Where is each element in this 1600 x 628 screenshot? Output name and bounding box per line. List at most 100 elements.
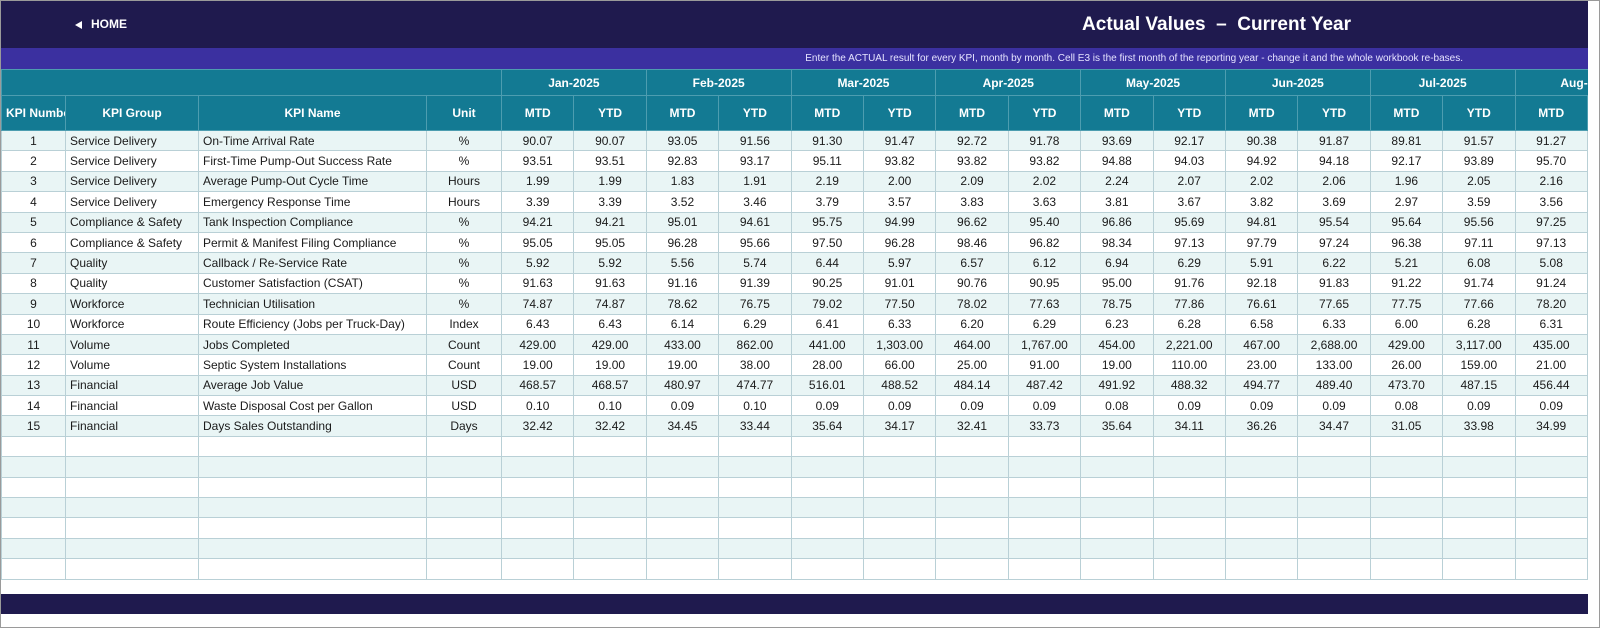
cell (198, 558, 427, 580)
cell (1297, 497, 1371, 519)
cell (1007, 517, 1082, 539)
cell: 95.00 (1080, 272, 1154, 295)
cell: 76.75 (718, 293, 792, 315)
cell: 38.00 (718, 354, 792, 376)
empty-row (1, 497, 1588, 519)
cell (1586, 497, 1588, 519)
cell (1586, 170, 1588, 193)
cell: 2.07 (1152, 170, 1226, 193)
cell: 484.14 (935, 374, 1009, 397)
cell: Compliance & Safety (65, 231, 199, 254)
cell: 5.56 (645, 252, 720, 274)
cell: 31.05 (1369, 415, 1444, 437)
cell: Service Delivery (65, 170, 199, 193)
cell: 93.89 (1442, 150, 1516, 172)
cell: 95.56 (1442, 211, 1516, 233)
cell (1586, 150, 1588, 172)
cell: 9 (1, 293, 66, 315)
cell: 93.82 (1007, 150, 1082, 172)
cell (935, 476, 1009, 499)
cell: Technician Utilisation (198, 293, 427, 315)
cell: 2.02 (1007, 170, 1082, 193)
cell (1152, 537, 1226, 560)
cell: Permit & Manifest Filing Compliance (198, 231, 427, 254)
cell: 441.00 (790, 333, 864, 356)
cell: 76.61 (1224, 293, 1299, 315)
cell (198, 456, 427, 478)
cell: Service Delivery (65, 191, 199, 213)
cell: 6.29 (718, 313, 792, 335)
cell (426, 456, 502, 478)
cell: 91.30 (790, 129, 864, 152)
cell: 95.05 (500, 231, 575, 254)
cell: 0.08 (1080, 395, 1154, 417)
data-row: 11 Volume Jobs Completed Count 429.00 429.00 4… (1, 333, 1588, 356)
month-header: May-2025 (1080, 69, 1226, 96)
home-arrow[interactable] (75, 21, 82, 29)
cell (645, 558, 720, 580)
cell: 95.64 (1369, 211, 1444, 233)
cell: 94.81 (1224, 211, 1299, 233)
cell (573, 476, 647, 499)
cell: 1.99 (500, 170, 575, 193)
cell (935, 435, 1009, 458)
data-row: 8 Quality Customer Satisfaction (CSAT)% 91.… (1, 272, 1588, 295)
cell: Workforce (65, 313, 199, 335)
cell (1297, 435, 1371, 458)
cell (645, 456, 720, 478)
column-header: Unit (426, 95, 502, 131)
cell: 93.82 (935, 150, 1009, 172)
cell: 6.29 (1152, 252, 1226, 274)
cell (65, 435, 199, 458)
cell (426, 476, 502, 499)
cell (645, 476, 720, 499)
cell: 3.46 (718, 191, 792, 213)
cell: Days Sales Outstanding (198, 415, 427, 437)
cell: Service Delivery (65, 150, 199, 172)
cell (1514, 558, 1588, 580)
cell: 91.27 (1514, 129, 1588, 152)
cell: 2.16 (1514, 170, 1588, 193)
cell: Count (426, 354, 502, 376)
cell (198, 476, 427, 499)
cell (1586, 333, 1588, 356)
cell (1586, 211, 1588, 233)
cell: Jobs Completed (198, 333, 427, 356)
cell: 15 (1, 415, 66, 437)
sub-header: MTD (500, 95, 575, 131)
cell: 95.54 (1297, 211, 1371, 233)
month-header: Aug-2025 (1514, 69, 1588, 96)
cell: 94.92 (1224, 150, 1299, 172)
cell (1, 476, 66, 499)
cell: 94.18 (1297, 150, 1371, 172)
cell (718, 537, 792, 560)
cell: 6.29 (1007, 313, 1082, 335)
cell: 5.08 (1514, 252, 1588, 274)
cell: 6.28 (1152, 313, 1226, 335)
cell: 96.86 (1080, 211, 1154, 233)
cell: 74.87 (500, 293, 575, 315)
cell: 0.09 (1297, 395, 1371, 417)
cell: 78.20 (1514, 293, 1588, 315)
cell: Financial (65, 415, 199, 437)
cell (500, 435, 575, 458)
cell: 3.69 (1297, 191, 1371, 213)
cell: 6.14 (645, 313, 720, 335)
cell: 488.32 (1152, 374, 1226, 397)
cell (1007, 456, 1082, 478)
cell (1514, 435, 1588, 458)
home-button[interactable]: HOME (91, 17, 127, 31)
cell: 77.75 (1369, 293, 1444, 315)
cell: 93.51 (500, 150, 575, 172)
cell: 95.75 (790, 211, 864, 233)
cell: 93.17 (718, 150, 792, 172)
cell: 2.09 (935, 170, 1009, 193)
cell (1007, 558, 1082, 580)
cell: 8 (1, 272, 66, 295)
cell (645, 497, 720, 519)
cell: 35.64 (790, 415, 864, 437)
column-header: KPI Group (65, 95, 199, 131)
cell: 91.87 (1297, 129, 1371, 152)
cell (1224, 435, 1299, 458)
